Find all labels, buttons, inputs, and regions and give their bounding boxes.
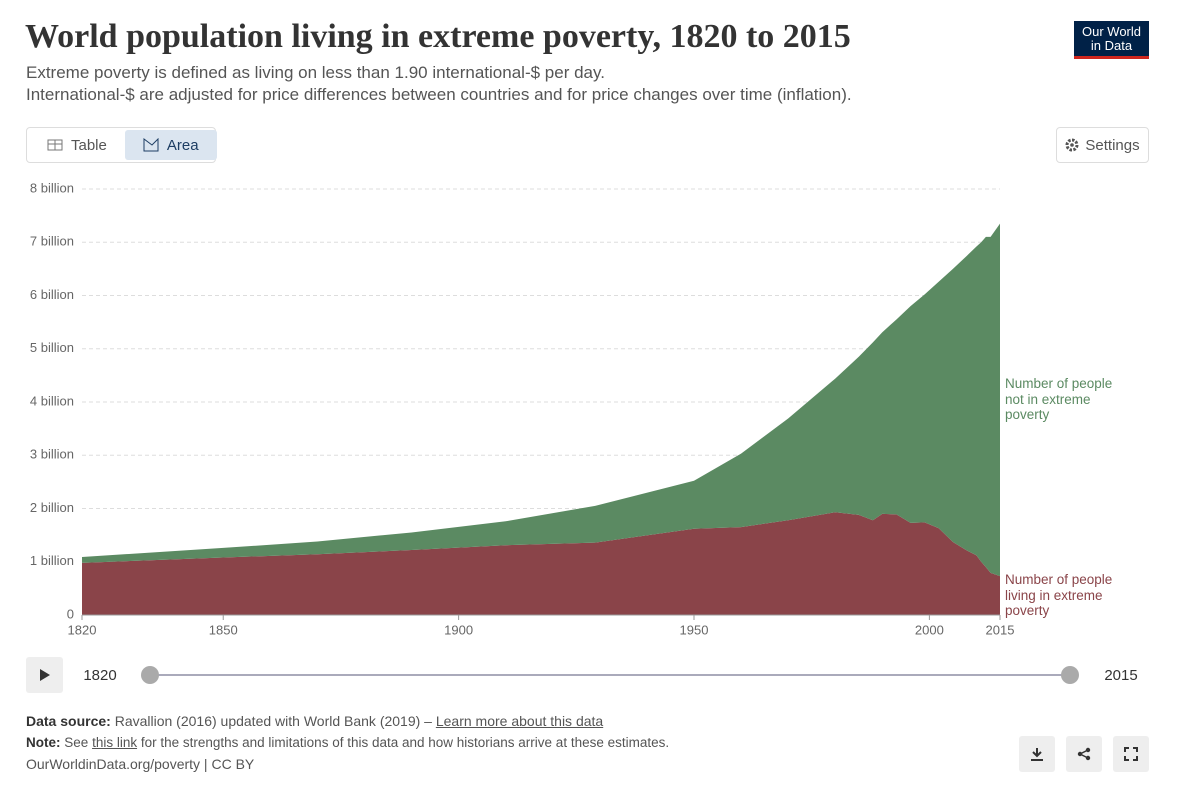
legend-label: Number of people not in extreme poverty: [1005, 376, 1113, 423]
share-icon: [1077, 747, 1091, 761]
y-tick-label: 2 billion: [30, 500, 74, 515]
note-line: Note: See this link for the strengths an…: [26, 735, 669, 750]
y-tick-label: 6 billion: [30, 287, 74, 302]
tab-bar: Table Area: [26, 127, 217, 163]
x-tick-label: 2000: [915, 622, 944, 637]
note-label: Note:: [26, 735, 61, 750]
tab-label: Area: [166, 136, 199, 154]
source-link[interactable]: Learn more about this data: [435, 713, 604, 729]
chart: 1820 2015 0 1 billion 2 billion 3 billion 4 …: [26, 180, 1138, 693]
download-button[interactable]: [1019, 736, 1055, 772]
note-link[interactable]: this link: [92, 735, 138, 750]
download-icon: [1031, 748, 1043, 761]
source-text: Ravallion (2016) updated with World Bank…: [114, 713, 432, 729]
settings-button[interactable]: Settings: [1056, 127, 1149, 163]
gear-icon: [1065, 138, 1079, 152]
timeline-start: 1820: [83, 667, 116, 684]
y-tick-label: 7 billion: [30, 234, 74, 249]
y-tick-label: 0: [67, 606, 74, 621]
area: [82, 512, 1000, 615]
timeline-handle[interactable]: [1061, 666, 1079, 684]
x-tick-label: 1820: [68, 622, 97, 637]
settings-label: Settings: [1085, 136, 1140, 154]
tab-label: Table: [71, 136, 107, 154]
note-text: See: [64, 735, 89, 750]
y-tick-label: 3 billion: [30, 447, 74, 462]
logo[interactable]: Our World in Data: [1074, 21, 1149, 59]
y-tick-label: 4 billion: [30, 393, 74, 408]
source-line: Data source: Ravallion (2016) updated wi…: [26, 713, 603, 729]
y-tick-label: 8 billion: [30, 180, 74, 195]
source-label: Data source:: [26, 713, 111, 729]
x-tick-label: 1900: [444, 622, 473, 637]
x-tick-label: 1950: [680, 622, 709, 637]
subtitle: Extreme poverty is defined as living on …: [26, 63, 605, 82]
area-icon: [143, 138, 159, 152]
subtitle: International-$ are adjusted for price d…: [26, 85, 852, 104]
note-text: for the strengths and limitations of thi…: [140, 735, 670, 750]
y-tick-label: 5 billion: [30, 340, 74, 355]
tab[interactable]: Table: [29, 130, 125, 160]
play-icon: [40, 669, 50, 681]
title: World population living in extreme pover…: [25, 18, 851, 55]
tab[interactable]: Area: [124, 130, 217, 160]
fullscreen-button[interactable]: [1113, 736, 1149, 772]
x-tick-label: 1850: [209, 622, 238, 637]
url: OurWorldinData.org/poverty | CC BY: [26, 756, 255, 772]
y-tick-label: 1 billion: [30, 553, 74, 568]
legend-label: Number of people living in extreme pover…: [1005, 572, 1113, 619]
area: [82, 223, 1000, 577]
fullscreen-icon: [1124, 747, 1138, 761]
x-tick-label: 2015: [986, 622, 1015, 637]
share-button[interactable]: [1066, 736, 1102, 772]
timeline-end: 2015: [1104, 667, 1137, 684]
table-icon: [47, 139, 63, 151]
timeline-handle[interactable]: [141, 666, 159, 684]
